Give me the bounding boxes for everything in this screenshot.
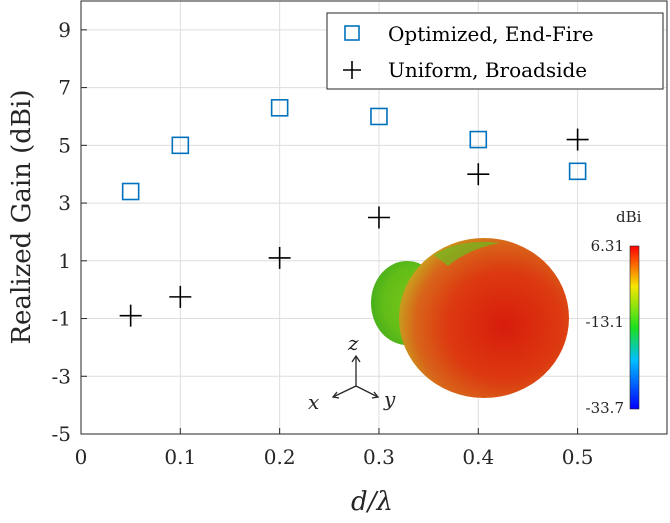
axis-label-z: z bbox=[347, 331, 359, 355]
x-axis-label: d/λ bbox=[351, 487, 393, 517]
point-uniform-broadside bbox=[367, 206, 390, 229]
y-tick-label: 9 bbox=[58, 18, 71, 42]
axis-label-x: x bbox=[308, 390, 319, 414]
plot-frame bbox=[80, 0, 668, 435]
x-tick-label: 0.4 bbox=[462, 445, 494, 469]
legend-marker-optimized bbox=[344, 25, 360, 41]
y-tick-label: 5 bbox=[58, 133, 71, 157]
y-tick-label: 3 bbox=[58, 191, 71, 215]
y-tick-label: -1 bbox=[52, 307, 71, 331]
x-tick-label: 0.2 bbox=[264, 445, 296, 469]
colorbar-tick-min: -33.7 bbox=[586, 399, 624, 417]
point-optimized-end-fire bbox=[568, 162, 587, 181]
colorbar-tick-mid: -13.1 bbox=[586, 313, 624, 331]
point-uniform-broadside bbox=[467, 163, 490, 186]
legend: Optimized, End-Fire Uniform, Broadside bbox=[326, 12, 664, 90]
legend-marker-uniform bbox=[343, 61, 361, 79]
legend-label-uniform: Uniform, Broadside bbox=[388, 58, 587, 82]
point-optimized-end-fire bbox=[370, 107, 388, 126]
point-optimized-end-fire bbox=[121, 182, 140, 201]
x-axis-ticks: 0 0.1 0.2 0.3 0.4 0.5 bbox=[75, 428, 594, 469]
x-tick-label: 0.5 bbox=[562, 445, 594, 469]
point-uniform-broadside bbox=[566, 128, 589, 151]
x-tick-label: 0.3 bbox=[363, 445, 395, 469]
radiation-pattern-inset: z x y dBi 6.31 -13.1 -33.7 bbox=[308, 208, 642, 417]
point-optimized-end-fire bbox=[469, 130, 488, 149]
colorbar-tick-max: 6.31 bbox=[591, 237, 624, 255]
pattern-lobe-large bbox=[399, 238, 569, 398]
legend-box bbox=[326, 12, 664, 90]
colorbar bbox=[629, 245, 640, 410]
colorbar-title: dBi bbox=[616, 208, 642, 226]
axis-label-y: y bbox=[383, 387, 396, 411]
legend-label-optimized: Optimized, End-Fire bbox=[388, 22, 594, 46]
y-tick-label: -3 bbox=[52, 364, 71, 388]
point-uniform-broadside bbox=[169, 285, 192, 308]
y-tick-label: 7 bbox=[58, 76, 71, 100]
point-uniform-broadside bbox=[119, 304, 142, 327]
x-tick-label: 0 bbox=[75, 445, 88, 469]
point-optimized-end-fire bbox=[171, 136, 190, 155]
y-tick-label: -5 bbox=[52, 422, 71, 446]
pattern-lobe-highlight bbox=[434, 241, 500, 266]
point-uniform-broadside bbox=[268, 246, 291, 269]
point-optimized-end-fire bbox=[270, 99, 289, 117]
y-axis-label: Realized Gain (dBi) bbox=[7, 89, 37, 344]
x-tick-label: 0.1 bbox=[164, 445, 196, 469]
data-marks bbox=[119, 99, 589, 327]
y-tick-label: 1 bbox=[58, 249, 71, 273]
axis-triad bbox=[331, 354, 380, 399]
y-axis-ticks: -5 -3 -1 1 3 5 7 9 bbox=[52, 18, 87, 446]
